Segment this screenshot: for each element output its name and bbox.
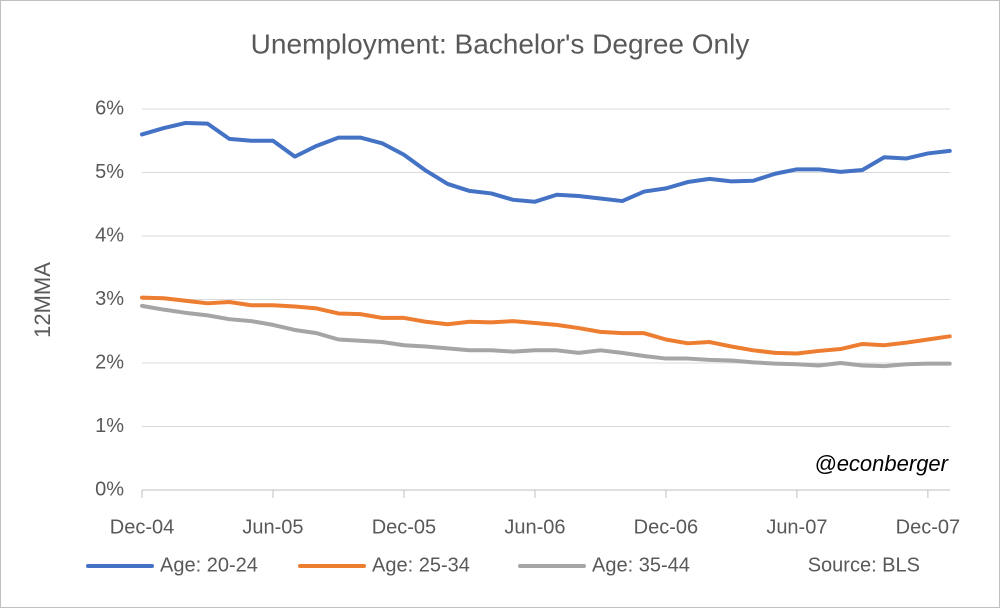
x-tick-label: Jun-07 [766,516,827,538]
y-tick-label: 4% [95,224,124,246]
y-tick-label: 3% [95,288,124,310]
x-tick-label: Dec-04 [110,516,174,538]
y-tick-label: 0% [95,478,124,500]
y-axis-label: 12MMA [30,262,55,338]
x-tick-label: Dec-07 [896,516,960,538]
x-tick-label: Dec-05 [372,516,436,538]
y-tick-label: 1% [95,415,124,437]
y-tick-label: 2% [95,351,124,373]
legend-label: Age: 35-44 [592,554,690,576]
annotation: @econberger [814,451,949,476]
x-tick-label: Jun-05 [242,516,303,538]
y-tick-label: 5% [95,161,124,183]
x-tick-label: Jun-06 [504,516,565,538]
legend-label: Age: 25-34 [372,554,470,576]
line-series [140,120,952,204]
legend-label: Age: 20-24 [160,554,258,576]
y-tick-label: 6% [95,97,124,119]
x-tick-label: Dec-06 [634,516,698,538]
source-note: Source: BLS [808,554,920,576]
line-series [140,295,952,356]
line-series [140,303,952,369]
chart-title: Unemployment: Bachelor's Degree Only [251,28,750,59]
